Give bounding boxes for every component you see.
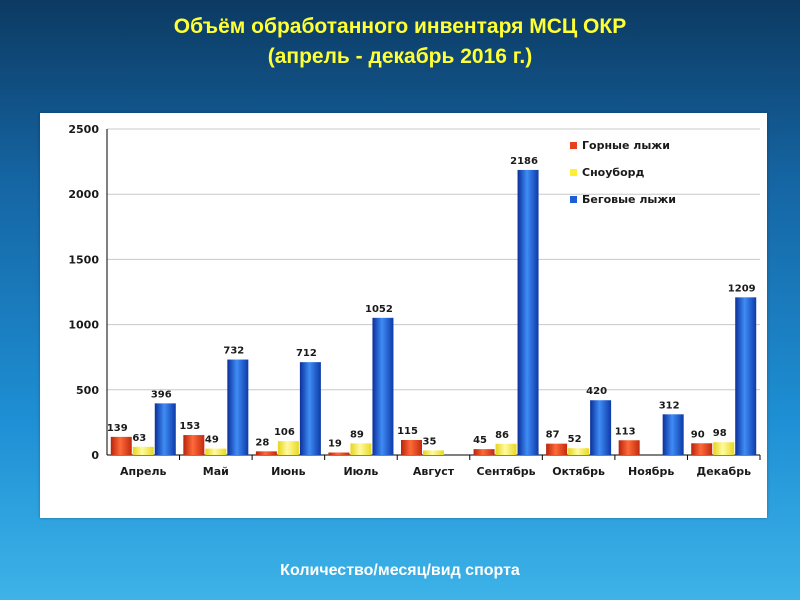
bar-snowboard — [277, 441, 299, 455]
x-tick-label: Апрель — [120, 465, 167, 478]
bar-alpine-ski — [618, 440, 640, 455]
bar-alpine-ski — [473, 449, 495, 455]
bar-cross-country-ski — [299, 362, 321, 455]
data-label: 19 — [328, 439, 342, 450]
y-tick-label: 2500 — [68, 123, 99, 136]
x-tick-label: Октябрь — [552, 465, 605, 478]
data-label: 1209 — [728, 283, 756, 294]
bar-alpine-ski — [328, 452, 350, 455]
data-label: 98 — [713, 428, 727, 439]
bar-snowboard — [132, 446, 154, 455]
legend-swatch — [570, 142, 577, 149]
bar-alpine-ski — [691, 443, 713, 455]
data-label: 2186 — [510, 156, 538, 167]
data-label: 139 — [107, 423, 128, 434]
bar-snowboard — [495, 443, 517, 455]
data-label: 86 — [495, 430, 509, 441]
x-tick-label: Июнь — [271, 465, 306, 478]
bar-cross-country-ski — [590, 400, 612, 455]
bar-snowboard — [423, 450, 444, 455]
legend-label: Беговые лыжи — [582, 193, 676, 206]
chart-panel: 0 500 1000 1500 2000 2500 Апрель 139 63 396 Май 15… — [40, 113, 767, 518]
data-label: 35 — [423, 436, 437, 447]
bar-cross-country-ski — [662, 414, 684, 455]
y-tick-label: 1500 — [68, 253, 99, 266]
x-tick-label: Декабрь — [696, 465, 751, 478]
data-label: 153 — [179, 421, 200, 432]
bar-chart: 0 500 1000 1500 2000 2500 Апрель 139 63 396 Май 15… — [68, 123, 761, 478]
bar-cross-country-ski — [227, 359, 249, 455]
bar-snowboard — [350, 443, 372, 455]
y-tick-label: 1000 — [68, 319, 99, 332]
x-tick-label: Ноябрь — [628, 465, 674, 478]
data-label: 89 — [350, 429, 364, 440]
data-label: 420 — [586, 386, 607, 397]
data-label: 106 — [274, 427, 295, 438]
bar-alpine-ski — [110, 436, 132, 455]
x-tick-label: Сентябрь — [477, 465, 536, 478]
y-tick-label: 2000 — [68, 188, 99, 201]
bar-alpine-ski — [546, 443, 568, 455]
data-label: 396 — [151, 389, 172, 400]
data-label: 49 — [205, 435, 219, 446]
data-label: 90 — [691, 429, 705, 440]
data-label: 52 — [568, 434, 582, 445]
bar-alpine-ski — [183, 435, 205, 455]
data-label: 113 — [615, 426, 636, 437]
bar-cross-country-ski — [154, 403, 176, 455]
legend-label: Сноуборд — [582, 166, 645, 179]
legend-label: Горные лыжи — [582, 139, 670, 152]
bar-cross-country-ski — [517, 169, 539, 455]
data-label: 115 — [397, 426, 418, 437]
data-label: 87 — [546, 430, 560, 441]
bar-snowboard — [713, 442, 735, 455]
data-label: 312 — [659, 400, 680, 411]
bar-snowboard — [205, 448, 227, 455]
data-label: 712 — [296, 348, 317, 359]
chart-caption: Количество/месяц/вид спорта — [280, 562, 520, 579]
bar-alpine-ski — [255, 451, 277, 455]
x-tick-label: Май — [203, 465, 229, 478]
y-tick-label: 0 — [91, 449, 99, 462]
title-line-1: Объём обработанного инвентаря МСЦ ОКР — [173, 15, 627, 38]
slide-title: Объём обработанного инвентаря МСЦ ОКР (а… — [0, 12, 800, 72]
data-label: 63 — [132, 433, 146, 444]
title-line-2: (апрель - декабрь 2016 г.) — [267, 45, 533, 68]
x-tick-label: Июль — [343, 465, 378, 478]
legend-swatch — [570, 196, 577, 203]
bar-cross-country-ski — [735, 297, 757, 455]
bar-alpine-ski — [401, 440, 422, 455]
data-label: 28 — [255, 437, 269, 448]
data-label: 45 — [473, 435, 487, 446]
bar-snowboard — [568, 448, 590, 455]
x-tick-label: Август — [413, 465, 455, 478]
y-tick-label: 500 — [76, 384, 99, 397]
legend-swatch — [570, 169, 577, 176]
data-label: 732 — [223, 346, 244, 357]
data-label: 1052 — [365, 304, 393, 315]
bar-cross-country-ski — [372, 317, 394, 455]
